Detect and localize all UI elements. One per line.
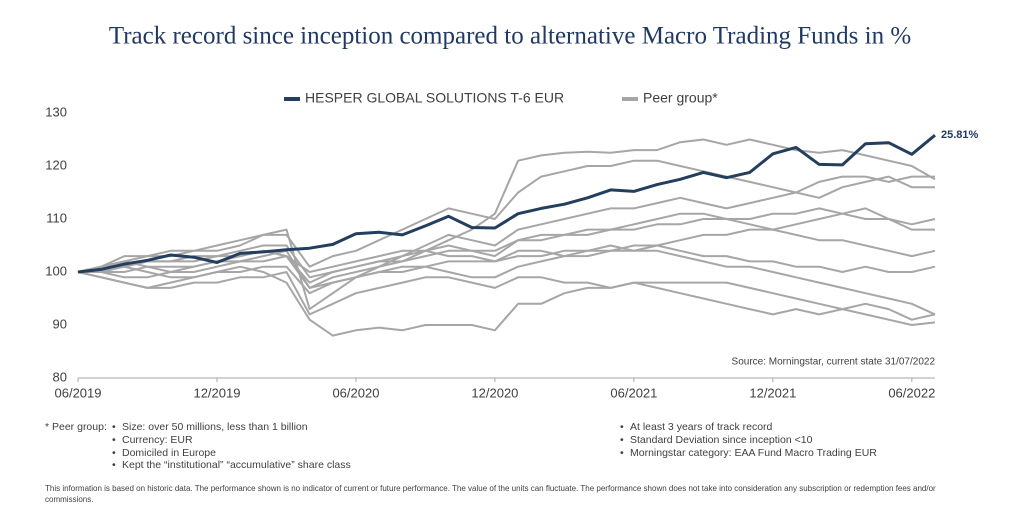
peer-line <box>77 271 936 321</box>
source: Source: Morningstar, current state 31/07… <box>732 357 936 368</box>
y-tick-label: 120 <box>45 157 67 172</box>
footnote-item: Standard Deviation since inception <10 <box>630 434 877 447</box>
peer-line <box>77 138 936 289</box>
footnote-list: Size: over 50 millions, less than 1 bill… <box>112 421 351 472</box>
chart: Track record since inception compared to… <box>45 23 979 401</box>
y-tick-label: 100 <box>45 263 67 278</box>
footnote-item: Morningstar category: EAA Fund Macro Tra… <box>630 447 877 460</box>
footnote-item: Domiciled in Europe <box>122 447 351 460</box>
x-tick-label: 06/2022 <box>888 385 935 400</box>
y-tick-label: 110 <box>46 210 67 225</box>
legend-label: Peer group* <box>643 90 718 106</box>
x-tick-label: 06/2021 <box>610 385 657 400</box>
peer-line <box>77 159 935 273</box>
peer-line <box>78 228 936 295</box>
legend-label: HESPER GLOBAL SOLUTIONS T-6 EUR <box>305 90 564 106</box>
y-tick-label: 80 <box>53 369 67 384</box>
x-tick-label: 12/2020 <box>471 385 518 400</box>
footnote-item: Size: over 50 millions, less than 1 bill… <box>122 421 351 434</box>
disclaimer: This information is based on historic da… <box>45 484 936 504</box>
end-label: 25.81% <box>941 129 979 141</box>
footnote-label: * Peer group: <box>45 421 107 433</box>
x-tick-label: 12/2021 <box>749 385 796 400</box>
x-tick-label: 12/2019 <box>193 385 240 400</box>
footnote-item: At least 3 years of track record <box>630 421 877 434</box>
footnote-item: Currency: EUR <box>122 434 351 447</box>
footnote-list: At least 3 years of track recordStandard… <box>620 421 877 459</box>
x-tick-label: 06/2019 <box>55 385 102 400</box>
peer-line <box>77 244 936 273</box>
fund-line <box>77 134 936 274</box>
footnote-item: Kept the “institutional” “accumulative” … <box>122 459 351 472</box>
chart-title: Track record since inception compared to… <box>109 23 911 50</box>
y-tick-label: 130 <box>45 104 67 119</box>
peer-line <box>77 175 935 311</box>
x-tick-label: 06/2020 <box>332 385 379 400</box>
y-tick-label: 90 <box>53 316 67 331</box>
peer-line <box>78 244 936 316</box>
